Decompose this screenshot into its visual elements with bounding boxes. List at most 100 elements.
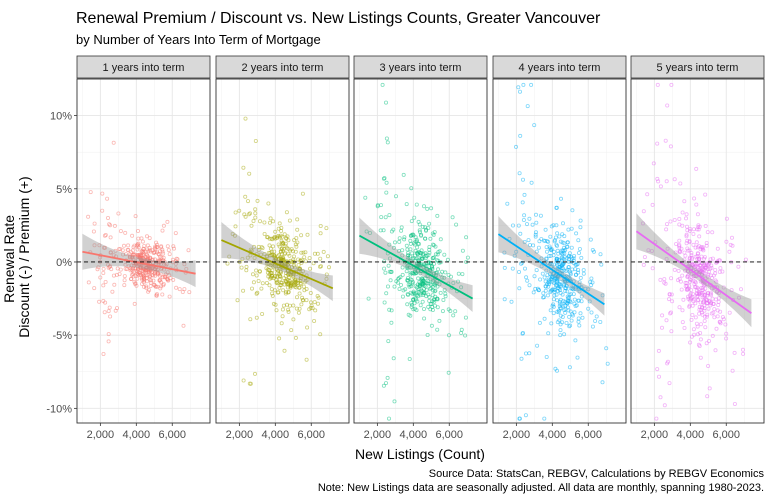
scatter-point	[159, 255, 164, 260]
scatter-point	[276, 226, 281, 231]
scatter-point	[417, 283, 422, 288]
scatter-point	[287, 303, 292, 308]
scatter-point	[695, 212, 700, 217]
scatter-point	[588, 279, 593, 284]
scatter-point	[512, 253, 517, 258]
scatter-point	[141, 280, 146, 285]
scatter-point	[709, 311, 714, 316]
scatter-point	[510, 223, 515, 228]
scatter-point	[567, 365, 572, 370]
scatter-point	[108, 235, 113, 240]
scatter-point	[312, 251, 317, 256]
scatter-point	[117, 272, 122, 277]
scatter-point	[418, 263, 423, 268]
scatter-point	[435, 267, 440, 272]
scatter-point	[255, 198, 260, 203]
scatter-point	[153, 284, 158, 289]
scatter-point	[269, 271, 274, 276]
scatter-point	[255, 290, 260, 295]
scatter-point	[141, 256, 146, 261]
scatter-point	[100, 208, 105, 213]
scatter-point	[251, 218, 256, 223]
scatter-point	[281, 288, 286, 293]
scatter-point	[318, 231, 323, 236]
scatter-point	[651, 161, 656, 166]
scatter-point	[695, 257, 700, 262]
scatter-point	[382, 266, 387, 271]
scatter-point	[737, 295, 742, 300]
scatter-point	[278, 274, 283, 279]
scatter-point	[562, 332, 567, 337]
scatter-point	[271, 264, 276, 269]
scatter-point	[514, 249, 519, 254]
scatter-point	[442, 275, 447, 280]
scatter-point	[517, 171, 522, 176]
scatter-point	[665, 222, 670, 227]
scatter-point	[268, 276, 273, 281]
scatter-point	[419, 278, 424, 283]
scatter-point	[641, 221, 646, 226]
scatter-point	[569, 318, 574, 323]
scatter-point	[555, 248, 560, 253]
scatter-point	[392, 399, 397, 404]
scatter-point	[663, 281, 668, 286]
scatter-point	[321, 249, 326, 254]
scatter-point	[551, 302, 556, 307]
scatter-point	[532, 274, 537, 279]
scatter-point	[532, 123, 537, 128]
scatter-point	[702, 306, 707, 311]
scatter-point	[408, 313, 413, 318]
scatter-point	[278, 280, 283, 285]
scatter-point	[534, 220, 539, 225]
scatter-point	[260, 246, 265, 251]
scatter-point	[521, 177, 526, 182]
scatter-point	[451, 313, 456, 318]
scatter-point	[244, 264, 249, 269]
scatter-point	[126, 247, 131, 252]
scatter-point	[254, 268, 259, 273]
scatter-point	[518, 89, 523, 94]
scatter-point	[701, 300, 706, 305]
scatter-point	[669, 82, 674, 87]
scatter-point	[110, 289, 115, 294]
scatter-point	[270, 268, 275, 273]
scatter-point	[165, 277, 170, 282]
scatter-point	[711, 273, 716, 278]
scatter-point	[702, 318, 707, 323]
scatter-point	[270, 293, 275, 298]
scatter-point	[435, 327, 440, 332]
scatter-point	[459, 327, 464, 332]
scatter-point	[384, 136, 389, 141]
scatter-point	[743, 257, 748, 262]
scatter-point	[650, 266, 655, 271]
scatter-point	[419, 248, 424, 253]
scatter-point	[300, 191, 305, 196]
scatter-point	[691, 278, 696, 283]
scatter-point	[705, 230, 710, 235]
scatter-point	[560, 292, 565, 297]
scatter-point	[579, 294, 584, 299]
scatter-point	[540, 271, 545, 276]
scatter-point	[404, 264, 409, 269]
scatter-point	[694, 321, 699, 326]
scatter-point	[655, 82, 660, 87]
scatter-point	[381, 176, 386, 181]
scatter-point	[428, 282, 433, 287]
scatter-point	[108, 314, 113, 319]
scatter-point	[713, 348, 718, 353]
scatter-point	[299, 233, 304, 238]
scatter-point	[669, 292, 674, 297]
scatter-point	[152, 266, 157, 271]
scatter-point	[257, 269, 262, 274]
scatter-point	[414, 202, 419, 207]
scatter-point	[113, 248, 118, 253]
scatter-point	[684, 212, 689, 217]
scatter-point	[275, 290, 280, 295]
scatter-point	[389, 308, 394, 313]
scatter-point	[240, 256, 245, 261]
scatter-point	[673, 250, 678, 255]
scatter-point	[408, 247, 413, 252]
scatter-point	[598, 252, 603, 257]
scatter-point	[696, 342, 701, 347]
scatter-point	[405, 257, 410, 262]
